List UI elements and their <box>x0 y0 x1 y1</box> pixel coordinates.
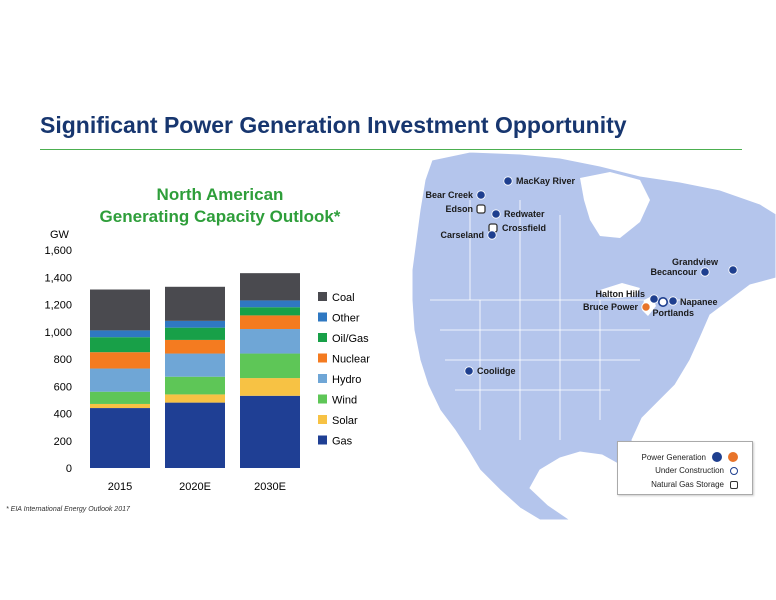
generation-icon <box>712 452 722 462</box>
y-tick-label: 600 <box>54 381 72 393</box>
bar-segment-other-2030e <box>240 300 300 308</box>
map-location-label: Bear Creek <box>425 190 474 200</box>
y-tick-label: 800 <box>54 354 72 366</box>
y-tick-label: 400 <box>54 409 72 421</box>
bar-segment-nuclear-2015 <box>90 352 150 369</box>
map-location-label: Edson <box>445 204 473 214</box>
map-location-label: Becancour <box>650 267 697 277</box>
y-tick-label: 200 <box>54 436 72 448</box>
legend-label: Hydro <box>332 374 361 386</box>
nuclear-icon <box>728 452 738 462</box>
bar-segment-oilgas-2015 <box>90 337 150 353</box>
legend-swatch <box>318 415 327 424</box>
map-location-label: Crossfield <box>502 223 546 233</box>
page-title: Significant Power Generation Investment … <box>40 112 627 138</box>
legend-label: Oil/Gas <box>332 333 369 345</box>
bar-segment-oilgas-2030e <box>240 307 300 316</box>
legend-label: Coal <box>332 292 355 304</box>
construction-icon <box>730 466 738 475</box>
bar-segment-other-2020e <box>165 320 225 328</box>
map-legend: Power Generation Under Construction Natu… <box>617 441 753 495</box>
legend-swatch <box>318 333 327 342</box>
legend-label: Nuclear <box>332 354 370 366</box>
map-location-label: Grandview <box>672 257 719 267</box>
x-tick-label: 2030E <box>254 481 286 493</box>
bar-segment-solar-2030e <box>240 378 300 396</box>
map-marker-generation-icon[interactable] <box>487 230 497 240</box>
legend-label: Wind <box>332 395 357 407</box>
map-location-label: Napanee <box>680 297 718 307</box>
bar-segment-wind-2015 <box>90 391 150 404</box>
map-location-label: Coolidge <box>477 366 516 376</box>
map-marker-generation-icon[interactable] <box>700 267 710 277</box>
chart-title-line2: Generating Capacity Outlook* <box>99 207 341 226</box>
bar-segment-gas-2020e <box>165 402 225 468</box>
legend-label: Gas <box>332 436 353 448</box>
map-marker-generation-icon[interactable] <box>649 294 659 304</box>
map-marker-generation-icon[interactable] <box>476 190 486 200</box>
y-tick-label: 1,200 <box>44 300 72 312</box>
map-marker-under-construction-icon[interactable] <box>657 296 668 307</box>
bar-segment-coal-2015 <box>90 289 150 331</box>
x-tick-label: 2015 <box>108 481 132 493</box>
map-marker-storage-icon[interactable] <box>476 204 486 214</box>
bar-segment-coal-2030e <box>240 273 300 301</box>
legend-swatch <box>318 353 327 363</box>
bar-segment-hydro-2020e <box>165 353 225 377</box>
bar-segment-oilgas-2020e <box>165 327 225 340</box>
map-marker-nuclear-icon[interactable] <box>641 302 651 312</box>
bar-segment-wind-2020e <box>165 376 225 395</box>
map-marker-generation-icon[interactable] <box>491 209 501 219</box>
legend-storage: Natural Gas Storage <box>651 480 738 489</box>
bar-segment-gas-2015 <box>90 408 150 468</box>
legend-swatch <box>318 292 327 301</box>
bar-segment-wind-2030e <box>240 353 300 379</box>
map-location-label: Portlands <box>652 308 694 318</box>
bar-segment-hydro-2015 <box>90 368 150 392</box>
map-location-label: Carseland <box>440 230 484 240</box>
title-divider <box>40 149 742 150</box>
storage-icon <box>730 480 738 489</box>
legend-swatch <box>318 435 327 445</box>
map-location-label: Redwater <box>504 209 545 219</box>
bar-segment-nuclear-2030e <box>240 315 300 330</box>
legend-swatch <box>318 394 327 404</box>
map-marker-generation-icon[interactable] <box>503 176 513 186</box>
bar-segment-other-2015 <box>90 330 150 338</box>
bar-segment-hydro-2030e <box>240 329 300 354</box>
bar-segment-solar-2015 <box>90 403 150 409</box>
legend-generation: Power Generation <box>642 452 738 462</box>
legend-swatch <box>318 312 327 322</box>
map-location-label: Halton Hills <box>595 289 645 299</box>
legend-storage-label: Natural Gas Storage <box>651 480 724 489</box>
y-tick-label: 1,600 <box>44 245 72 257</box>
chart-title: North American Generating Capacity Outlo… <box>60 184 380 228</box>
bar-segment-gas-2030e <box>240 395 300 468</box>
map-marker-generation-icon[interactable] <box>668 296 678 306</box>
legend-swatch <box>318 374 327 383</box>
x-tick-label: 2020E <box>179 481 211 493</box>
legend-construction-label: Under Construction <box>655 466 724 475</box>
map-marker-generation-icon[interactable] <box>728 265 738 275</box>
legend-label: Solar <box>332 415 358 427</box>
y-tick-label: 1,000 <box>44 327 72 339</box>
footnote: * EIA International Energy Outlook 2017 <box>6 506 130 513</box>
great-lakes <box>600 283 656 316</box>
map-marker-generation-icon[interactable] <box>464 366 474 376</box>
bar-segment-nuclear-2020e <box>165 339 225 354</box>
chart-title-line1: North American <box>156 185 284 204</box>
legend-generation-label: Power Generation <box>641 452 706 462</box>
y-tick-label: 1,400 <box>44 272 72 284</box>
capacity-chart: GW 0 200 400 600 800 1,000 1,200 1,400 1,600 2015 2… <box>44 229 370 493</box>
map-location-label: Bruce Power <box>583 302 639 312</box>
legend-label: Other <box>332 313 360 325</box>
map-location-label: MacKay River <box>516 176 576 186</box>
y-axis-label: GW <box>50 229 70 241</box>
hudson-bay <box>580 172 650 238</box>
y-tick-label: 0 <box>66 463 72 475</box>
bar-segment-solar-2020e <box>165 394 225 403</box>
bar-segment-coal-2020e <box>165 286 225 321</box>
legend-construction: Under Construction <box>655 466 738 475</box>
